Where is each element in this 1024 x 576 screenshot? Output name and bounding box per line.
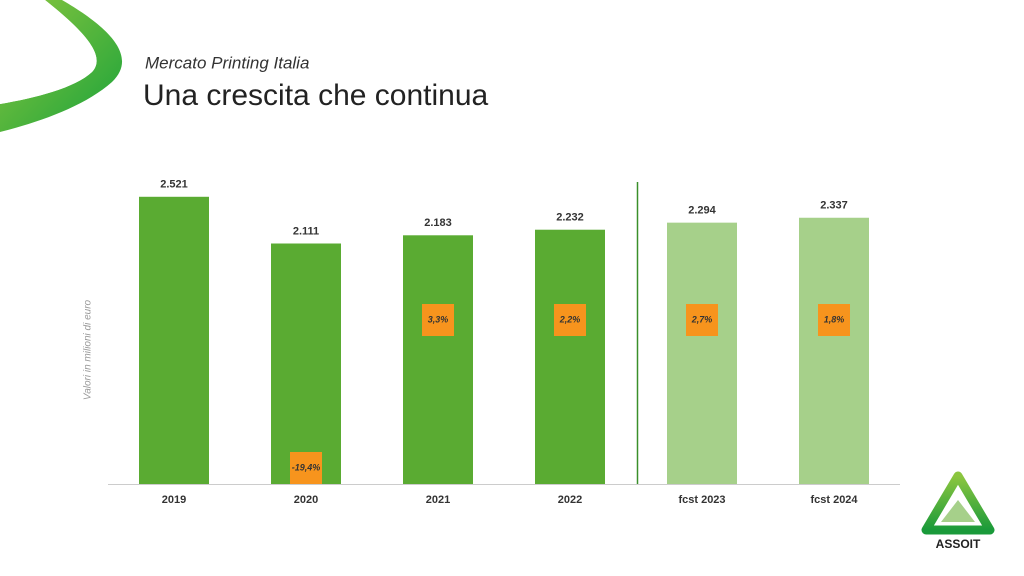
logo: ASSOIT — [921, 471, 995, 551]
value-label: 2.232 — [556, 212, 584, 224]
value-label: 2.111 — [293, 225, 319, 237]
growth-label: 1,8% — [824, 314, 845, 324]
bar — [403, 235, 473, 484]
value-label: 2.521 — [160, 179, 188, 191]
logo-text: ASSOIT — [936, 537, 981, 551]
value-label: 2.183 — [424, 217, 452, 229]
value-label: 2.337 — [820, 200, 848, 212]
value-label: 2.294 — [688, 205, 716, 217]
bar — [271, 243, 341, 484]
x-tick-label: fcst 2024 — [810, 494, 858, 506]
growth-label: 3,3% — [428, 314, 449, 324]
bar — [667, 222, 737, 484]
subtitle: Mercato Printing Italia — [145, 53, 309, 72]
x-tick-label: fcst 2023 — [678, 494, 725, 506]
growth-box — [686, 304, 718, 336]
decor-swoosh-inner — [0, 0, 97, 104]
bar — [799, 217, 869, 484]
growth-label: -19,4% — [292, 462, 321, 472]
x-tick-label: 2021 — [426, 494, 450, 506]
y-axis-label: Valori in milioni di euro — [83, 299, 94, 400]
growth-box — [818, 304, 850, 336]
bar — [139, 196, 209, 484]
x-tick-label: 2020 — [294, 494, 318, 506]
decor-swoosh — [0, 0, 123, 132]
x-tick-label: 2022 — [558, 494, 582, 506]
bar — [535, 229, 605, 484]
growth-box — [554, 304, 586, 336]
growth-label: 2,7% — [691, 314, 713, 324]
growth-label: 2,2% — [559, 314, 581, 324]
chart-title: Una crescita che continua — [143, 79, 489, 112]
growth-box — [290, 452, 322, 484]
x-tick-label: 2019 — [162, 494, 186, 506]
growth-box — [422, 304, 454, 336]
